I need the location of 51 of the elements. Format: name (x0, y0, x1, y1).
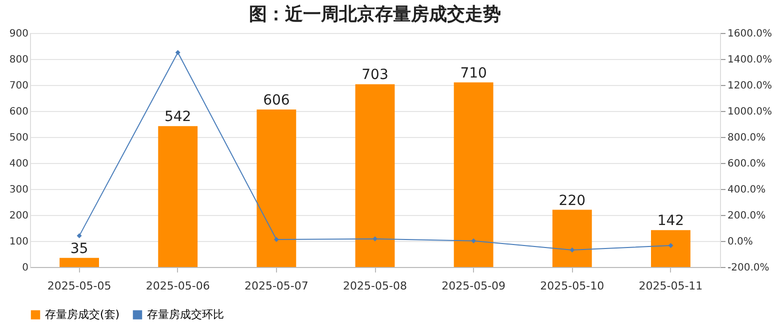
x-tick-label: 2025-05-11 (638, 280, 703, 292)
point (570, 247, 575, 252)
chart-title: 图：近一周北京存量房成交走势 (249, 4, 501, 25)
x-tick-label: 2025-05-05 (47, 280, 112, 292)
data-label: 710 (460, 65, 487, 82)
point (175, 50, 180, 55)
y2-tick-label: 600.0% (728, 158, 766, 170)
bar (552, 210, 592, 267)
y-tick-label: 200 (9, 210, 28, 222)
point (76, 233, 82, 238)
y2-tick-label: 1600.0% (728, 28, 772, 40)
x-tick-label: 2025-05-08 (343, 280, 407, 292)
x-tick-label: 2025-05-07 (244, 280, 308, 292)
y2-tick-label: -200.0% (728, 262, 770, 274)
legend-label: 存量房成交环比 (147, 308, 224, 321)
y-tick-label: 800 (9, 54, 28, 66)
bar (651, 230, 690, 267)
bar (158, 126, 198, 267)
y2-tick-label: 0.0% (728, 236, 753, 248)
y-tick-label: 500 (9, 132, 28, 144)
data-label: 606 (263, 92, 290, 108)
data-label: 220 (558, 192, 586, 209)
y2-tick-label: 1400.0% (728, 54, 772, 66)
data-label: 542 (164, 109, 192, 126)
y-tick-label: 700 (9, 80, 28, 92)
legend-label: 存量房成交(套) (45, 308, 120, 321)
y-tick-label: 400 (9, 158, 28, 170)
bar (60, 258, 99, 267)
y-tick-label: 0 (22, 262, 28, 274)
y-tick-label: 300 (9, 184, 28, 196)
point (668, 243, 674, 248)
y-tick-label: 100 (9, 236, 28, 248)
bar (454, 82, 494, 267)
x-tick-label: 2025-05-09 (442, 280, 506, 292)
x-tick-label: 2025-05-06 (146, 280, 210, 292)
bar (355, 84, 395, 267)
bar (256, 109, 296, 267)
x-tick-label: 2025-05-10 (540, 280, 604, 292)
y2-tick-label: 200.0% (728, 210, 766, 222)
y2-tick-label: 1000.0% (728, 106, 772, 118)
y2-tick-label: 400.0% (728, 184, 766, 196)
data-label: 703 (362, 67, 388, 84)
point (372, 236, 378, 242)
data-label: 35 (70, 240, 88, 257)
point (274, 236, 279, 242)
point (471, 238, 476, 244)
y2-tick-label: 800.0% (728, 132, 766, 144)
y-tick-label: 600 (9, 106, 28, 118)
y-tick-label: 900 (9, 28, 28, 40)
data-label: 142 (657, 213, 684, 230)
y2-tick-label: 1200.0% (728, 80, 772, 92)
